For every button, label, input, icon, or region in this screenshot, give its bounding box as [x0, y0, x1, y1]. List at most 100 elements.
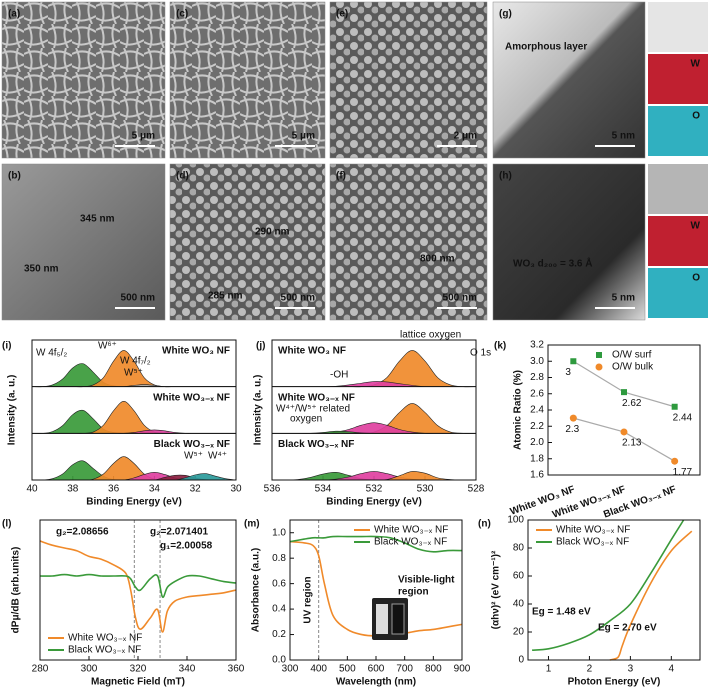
x-tick-label: 500 [339, 664, 356, 675]
series-line [532, 519, 685, 651]
x-tick-label: 2 [587, 664, 593, 675]
plot-frame [547, 344, 701, 476]
data-label: 1.77 [673, 467, 693, 478]
y-tick-label: 2.0 [530, 437, 544, 448]
peak-annotation: W⁵⁺ [184, 451, 203, 462]
x-tick-label: 400 [310, 664, 327, 675]
annotation: region [398, 587, 429, 598]
micrograph [492, 1, 646, 159]
y-tick-label: 60 [513, 571, 525, 582]
data-label: 2.3 [565, 424, 579, 435]
panel-series-label: White WO₃ NF [278, 346, 346, 357]
y-tick-label: 20 [513, 627, 525, 638]
micrograph [169, 1, 326, 159]
x-tick-label: 3 [628, 664, 634, 675]
panel-label: (c) [176, 9, 188, 20]
peak-annotation: W⁵⁺ [124, 368, 143, 379]
vial-photo [391, 603, 405, 635]
y-tick-label: 0.4 [272, 604, 286, 615]
vial-photo [376, 604, 388, 634]
x-tick-label: 800 [425, 664, 442, 675]
y-tick-label: 40 [513, 599, 525, 610]
annotation: UV region [303, 576, 314, 623]
plot-frame [271, 339, 477, 481]
scale-bar-label: 500 nm [121, 293, 156, 304]
image-annotation: Amorphous layer [505, 42, 587, 53]
scale-bar-label: 5 nm [612, 131, 635, 142]
eds-map [648, 2, 708, 52]
y-tick-label: 2.8 [530, 372, 544, 383]
annotation: Eg = 2.70 eV [598, 623, 657, 634]
x-tick-label: 4 [669, 664, 675, 675]
x-axis-label: Photon Energy (eV) [568, 677, 661, 688]
data-point [671, 403, 678, 410]
panel-label: (m) [244, 519, 260, 530]
y-tick-label: 1.8 [530, 453, 544, 464]
x-tick-label: 532 [366, 484, 383, 495]
peak-annotation: O 1s [470, 348, 491, 359]
eds-label: W [691, 221, 701, 232]
legend-label: O/W surf [612, 350, 652, 361]
data-point [569, 414, 577, 422]
x-tick-label: 320 [130, 664, 147, 675]
x-tick-label: 30 [230, 484, 242, 495]
data-label: 2.44 [673, 412, 693, 423]
plot-frame [289, 519, 463, 661]
x-tick-label: 700 [396, 664, 413, 675]
x-axis-label: Magnetic Field (mT) [91, 677, 185, 688]
data-point [620, 428, 628, 436]
x-tick-label: 900 [454, 664, 471, 675]
scale-bar-label: 2 μm [454, 131, 477, 142]
y-tick-label: 0.2 [272, 629, 286, 640]
micrograph [169, 163, 326, 321]
plot-frame [31, 339, 237, 481]
annotation: Visible-light [398, 575, 455, 586]
x-tick-label: 528 [468, 484, 485, 495]
panel-label: (h) [499, 171, 512, 182]
x-tick-label: 280 [32, 664, 49, 675]
series-line [289, 540, 463, 637]
scale-bar-label: 500 nm [443, 293, 478, 304]
x-tick-label: 36 [108, 484, 120, 495]
eds-map [648, 106, 708, 156]
panel-series-label: Black WO₃₋ₓ NF [154, 439, 230, 450]
peak-annotation: W 4f₅/₂ [36, 348, 67, 359]
y-tick-label: 0 [518, 655, 524, 666]
y-tick-label: 3.0 [530, 356, 544, 367]
y-tick-label: 0.0 [272, 655, 286, 666]
scale-bar-label: 5 μm [292, 131, 315, 142]
eds-map [648, 164, 708, 214]
legend-label: O/W bulk [612, 362, 654, 373]
series-line [609, 530, 693, 661]
series-line [39, 573, 237, 599]
micrograph [329, 163, 488, 321]
x-tick-label: 360 [228, 664, 245, 675]
legend-marker [596, 352, 602, 358]
panel-label: (g) [499, 9, 512, 20]
annotation: g₂=2.071401 [150, 527, 209, 538]
image-annotation: 345 nm [80, 214, 115, 225]
series-line [289, 535, 463, 553]
peak-annotation: oxygen [290, 414, 322, 425]
image-annotation: 350 nm [24, 264, 59, 275]
y-axis-label: Atomic Ratio (%) [513, 370, 524, 450]
y-axis-label: (αhν)² (eV cm⁻¹)² [491, 550, 502, 629]
data-point [621, 389, 627, 396]
x-tick-label: 300 [81, 664, 98, 675]
panel-label: (d) [176, 171, 189, 182]
data-label: 2.62 [622, 398, 642, 409]
panel-label: (a) [8, 9, 20, 20]
data-label: 2.13 [622, 438, 642, 449]
y-tick-label: 2.4 [530, 405, 544, 416]
y-tick-label: 0.8 [272, 553, 286, 564]
legend-marker [595, 363, 603, 371]
x-tick-label: 530 [417, 484, 434, 495]
y-axis-label: Absorbance (a.u.) [251, 548, 262, 632]
peak-annotation: W 4f₇/₂ [120, 356, 151, 367]
scale-bar-label: 5 μm [132, 131, 155, 142]
panel-label: (i) [2, 341, 11, 352]
y-axis-label: Intensity (a. u.) [7, 375, 18, 446]
x-tick-label: 40 [26, 484, 38, 495]
x-tick-label: 534 [315, 484, 332, 495]
data-point [570, 358, 577, 365]
